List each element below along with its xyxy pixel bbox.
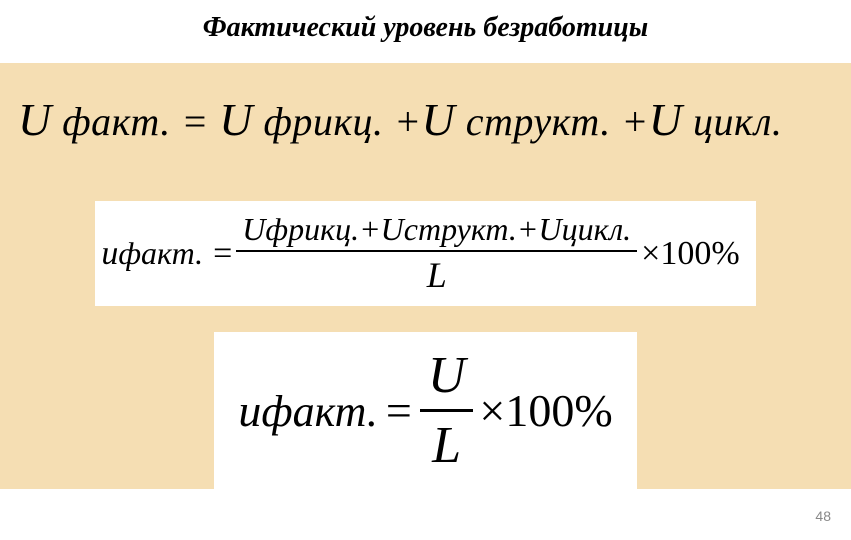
band-formula-2: uфакт. = Uфрикц.+Uструкт.+Uцикл. L ×100% xyxy=(0,176,851,331)
band-formula-3: uфакт. = U L ×100% xyxy=(0,331,851,489)
formula-rate-compact: uфакт. = U L ×100% xyxy=(214,332,636,489)
formula-components-sum: U факт. = U фрикц. +U структ. +U цикл. xyxy=(18,93,782,146)
formula-rate-expanded: uфакт. = Uфрикц.+Uструкт.+Uцикл. L ×100% xyxy=(95,201,755,306)
band-formula-1: U факт. = U фрикц. +U структ. +U цикл. xyxy=(0,63,851,176)
formula3-lhs: uфакт. xyxy=(238,384,378,437)
slide-title: Фактический уровень безработицы xyxy=(0,12,851,44)
formula3-fraction: U L xyxy=(420,346,474,475)
slide: Фактический уровень безработицы U факт. … xyxy=(0,0,851,540)
formula2-fraction: Uфрикц.+Uструкт.+Uцикл. L xyxy=(236,211,637,296)
page-number: 48 xyxy=(815,508,831,524)
formula2-lhs: uфакт. xyxy=(101,235,203,273)
